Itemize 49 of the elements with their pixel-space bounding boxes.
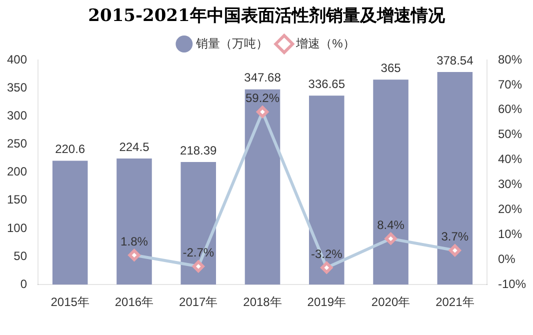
y-tick-label: 150 [6, 192, 28, 207]
y2-tick-label: 40% [498, 152, 522, 166]
y-tick-label: 300 [6, 108, 28, 122]
y-tick-label: 350 [6, 80, 28, 94]
data-label: 220.6 [55, 142, 86, 156]
y2-tick-label: -10% [498, 276, 526, 291]
y-tick-label: 250 [6, 136, 28, 151]
y2-tick-label: 60% [498, 102, 522, 116]
bar [309, 96, 344, 285]
bar [52, 160, 88, 285]
y-tick-label: 0 [20, 276, 28, 291]
x-tick-label: 2020年 [371, 295, 410, 310]
data-label: 336.65 [308, 76, 346, 91]
data-label: -3.2% [310, 246, 343, 261]
y2-tick-label: 50% [498, 127, 522, 142]
x-tick-label: 2016年 [114, 295, 154, 310]
data-label: 378.54 [436, 53, 474, 68]
y-tick-label: 50 [14, 248, 28, 263]
data-label: 365 [380, 60, 402, 75]
y-tick-label: 100 [6, 220, 28, 235]
y2-tick-label: 30% [498, 177, 522, 192]
data-label: 59.2% [245, 91, 280, 106]
bar [180, 162, 216, 285]
y2-tick-label: 0% [498, 252, 516, 266]
x-tick-label: 2017年 [179, 295, 218, 310]
data-label: 224.5 [119, 140, 150, 154]
data-label: -2.7% [182, 246, 214, 260]
data-label: 1.8% [120, 234, 148, 248]
y-tick-label: 200 [6, 164, 28, 179]
bar [437, 72, 473, 285]
data-label: 347.68 [244, 70, 282, 85]
bar [373, 80, 408, 285]
x-tick-label: 2021年 [436, 295, 474, 310]
y-tick-label: 400 [6, 52, 28, 66]
legend-label: 销量（万吨） [195, 36, 268, 50]
y2-tick-label: 80% [498, 52, 522, 66]
x-tick-label: 2019年 [307, 295, 346, 310]
data-label: 218.39 [180, 143, 218, 158]
y2-tick-label: 20% [498, 202, 522, 216]
data-label: 3.7% [441, 230, 469, 244]
x-tick-label: 2015年 [50, 295, 90, 310]
chart-title: 2015-2021年中国表面活性剂销量及增速情况 [87, 5, 446, 28]
data-label: 8.4% [377, 218, 405, 232]
x-tick-label: 2018年 [243, 295, 282, 310]
y2-tick-label: 10% [498, 227, 522, 241]
y2-tick-label: 70% [498, 77, 522, 92]
legend-label: 增速（%） [295, 36, 355, 50]
bar [116, 158, 152, 285]
bar [244, 89, 280, 285]
